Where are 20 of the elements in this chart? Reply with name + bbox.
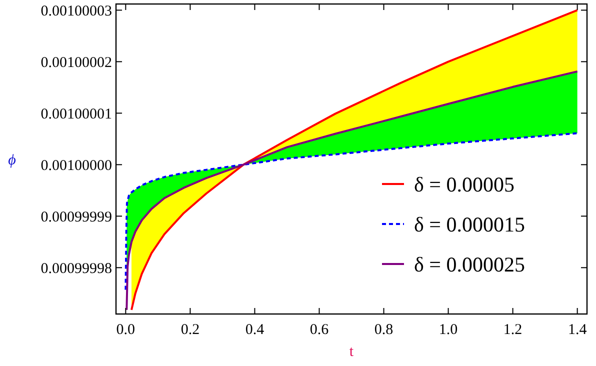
y-axis-title: ϕ: [8, 152, 16, 168]
x-tick-label: 0.6: [310, 322, 330, 338]
x-tick-label: 1.4: [568, 322, 588, 338]
y-tick-label: 0.00100000: [40, 158, 112, 174]
y-tick-label: 0.00100002: [40, 54, 112, 71]
y-tick-label: 0.00099999: [40, 209, 112, 226]
y-tick-label: 0.00099998: [40, 260, 112, 277]
y-tick-label: 0.00100003: [40, 3, 112, 20]
legend-label: δ = 0.000015: [414, 212, 525, 236]
x-tick-label: 0.8: [374, 322, 394, 338]
legend-label: δ = 0.00005: [414, 172, 514, 196]
x-axis-title: t: [349, 344, 354, 360]
x-tick-label: 1.0: [438, 322, 458, 338]
line-series: [124, 132, 578, 291]
legend-label: δ = 0.000025: [414, 252, 525, 276]
x-tick-label: 1.2: [503, 322, 522, 338]
x-tick-label: 0.2: [180, 322, 200, 338]
x-tick-label: 0.4: [245, 322, 265, 338]
y-tick-label: 0.00100001: [40, 106, 112, 122]
x-tick-label: 0.0: [116, 322, 136, 338]
